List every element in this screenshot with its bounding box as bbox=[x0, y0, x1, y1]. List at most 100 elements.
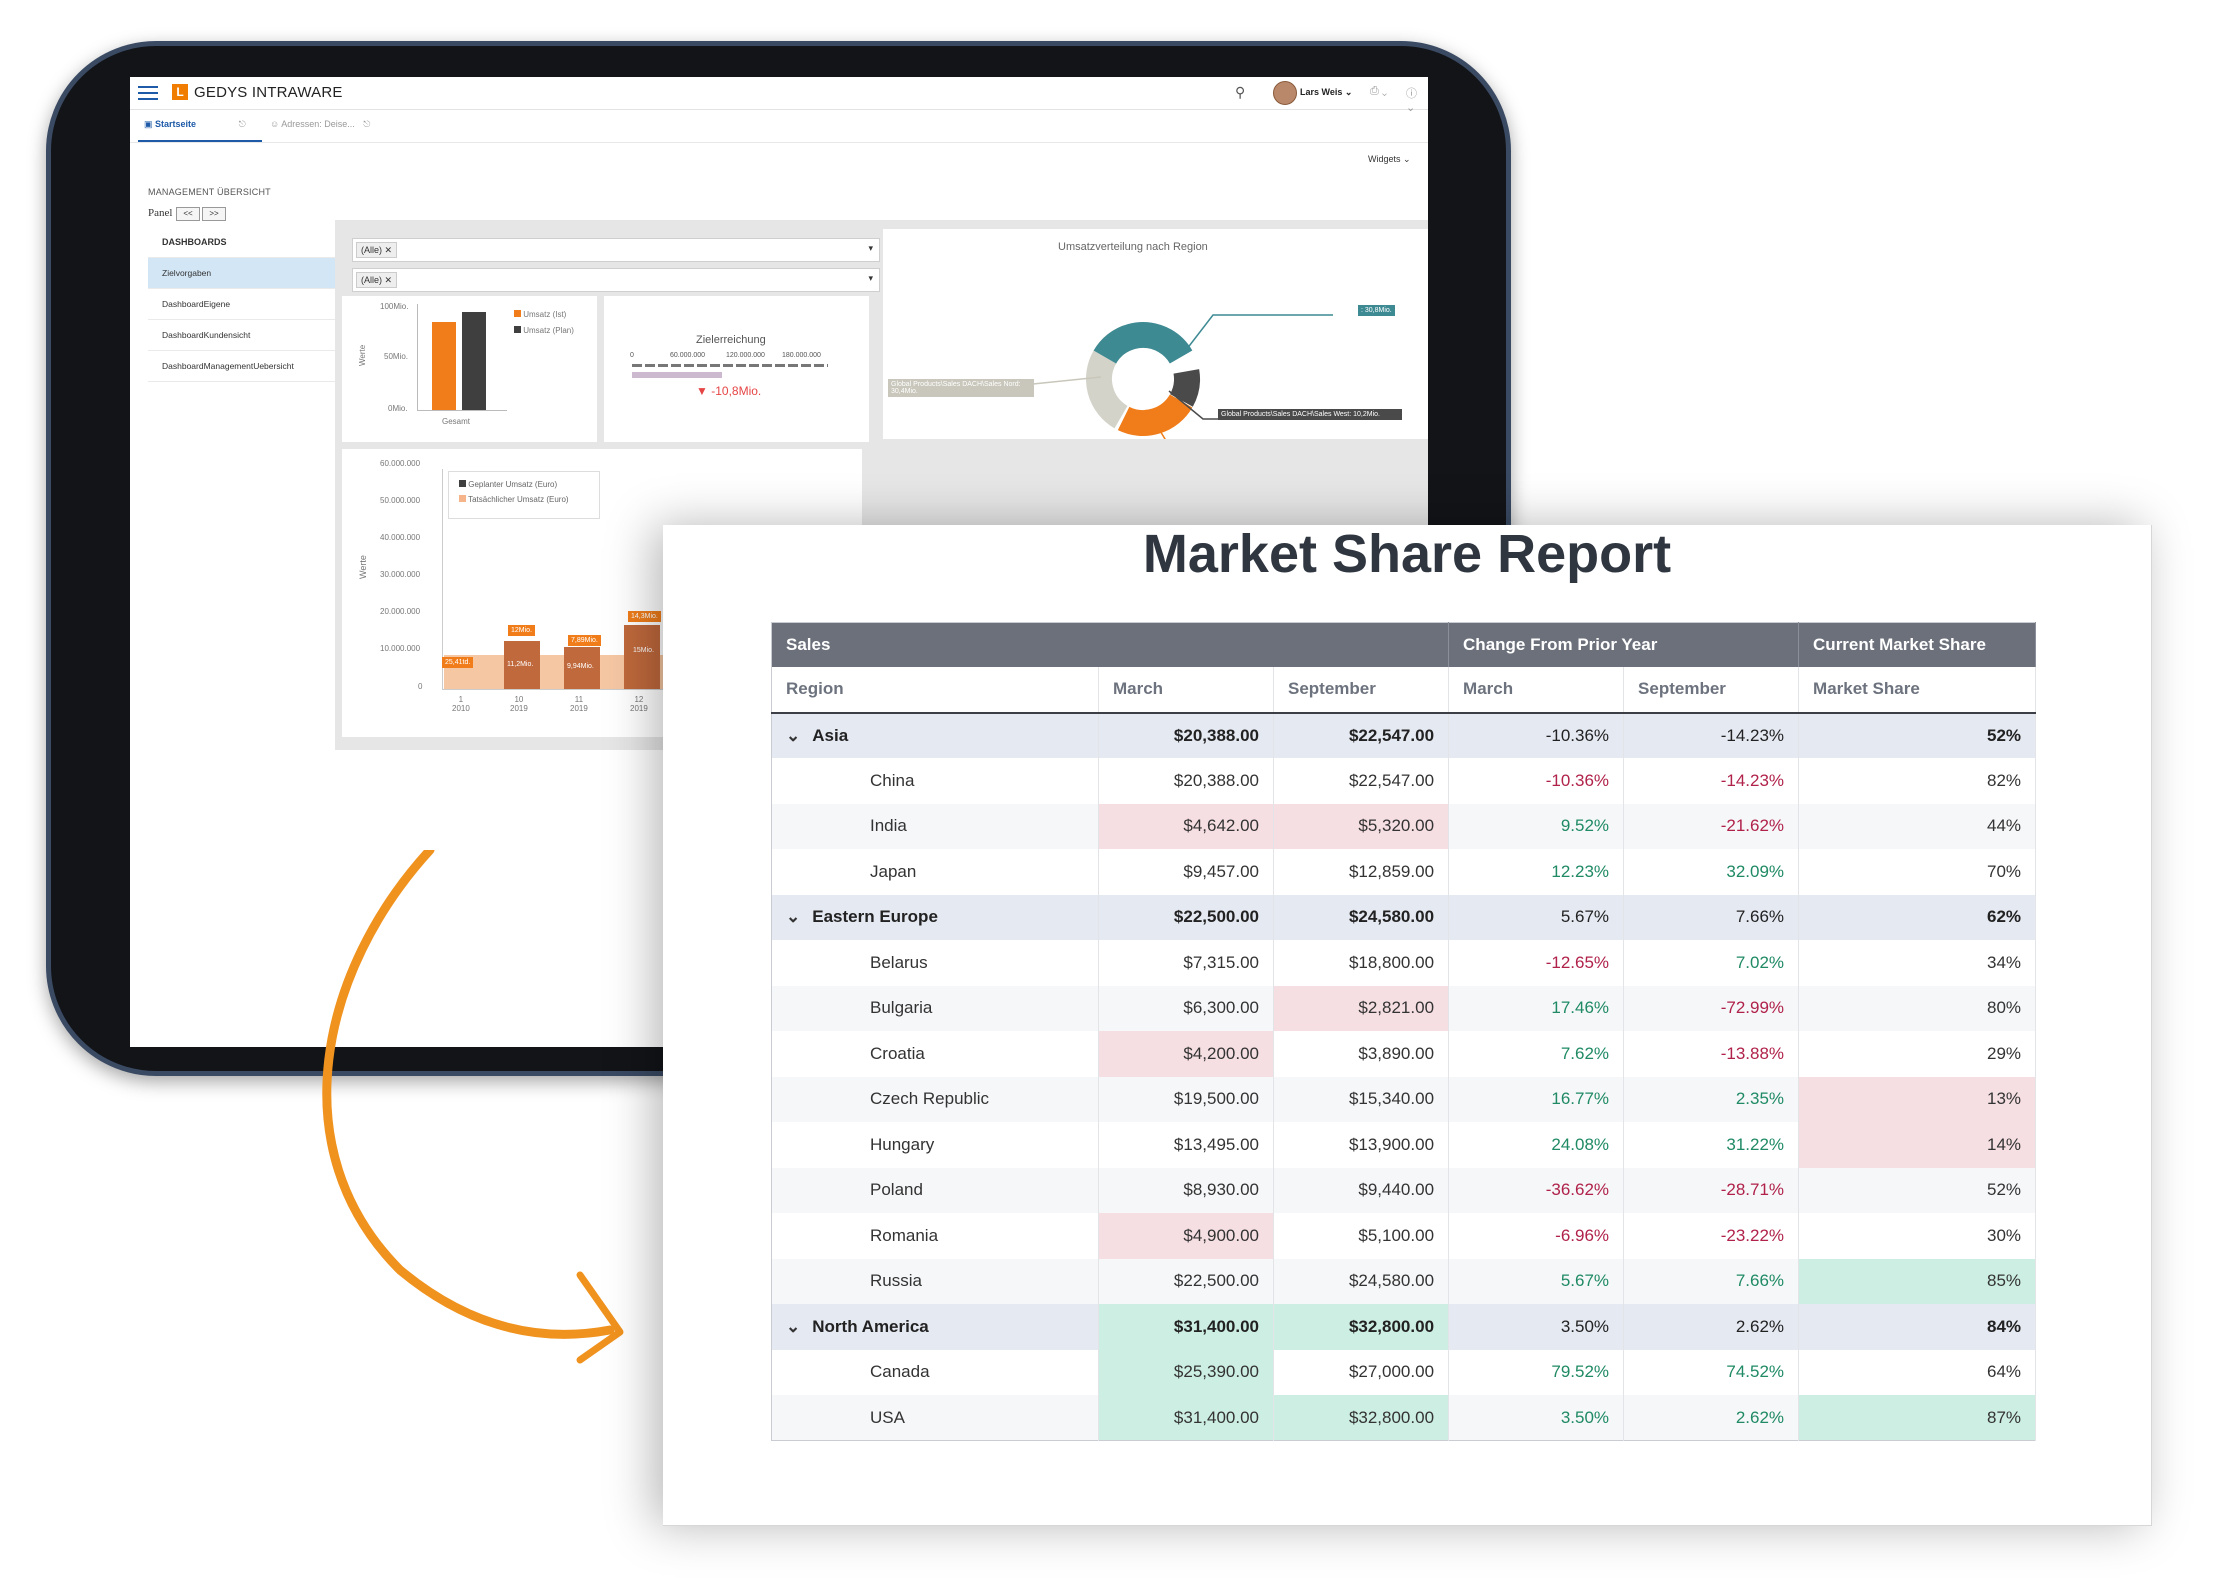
cell-sept: $3,890.00 bbox=[1273, 1031, 1450, 1077]
table-row[interactable]: Czech Republic $19,500.00 $15,340.00 16.77%… bbox=[771, 1076, 2037, 1122]
panel-next-button[interactable]: >> bbox=[202, 207, 226, 221]
legend-item: Umsatz (Plan) bbox=[514, 326, 574, 335]
table-row[interactable]: China $20,388.00 $22,547.00 -10.36% -14.23% 8… bbox=[771, 758, 2037, 804]
search-icon[interactable]: ⚲ bbox=[1235, 84, 1246, 100]
column-header-change-september[interactable]: September bbox=[1623, 666, 1800, 714]
group-row[interactable]: ⌄ Asia $20,388.00 $22,547.00 -10.36% -14.23% 5… bbox=[771, 712, 2037, 758]
filter-select[interactable]: (Alle) ✕ ▾ bbox=[352, 238, 880, 262]
table-row[interactable]: India $4,642.00 $5,320.00 9.52% -21.62% 44% bbox=[771, 803, 2037, 849]
tick-label: 50Mio. bbox=[384, 352, 409, 361]
tick-label: 0Mio. bbox=[388, 404, 408, 413]
cell-share: 13% bbox=[1798, 1076, 2037, 1122]
chevron-down-icon[interactable]: ⌄ bbox=[786, 907, 801, 927]
panel-prev-button[interactable]: << bbox=[176, 207, 200, 221]
cell-change-sept: 2.62% bbox=[1623, 1304, 1800, 1350]
tab-startseite[interactable]: ▣ Startseite ⎋ bbox=[144, 119, 246, 129]
table-row[interactable]: Canada $25,390.00 $27,000.00 79.52% 74.52% 64… bbox=[771, 1349, 2037, 1395]
nav-item-dashboardeigene[interactable]: DashboardEigene bbox=[148, 289, 338, 320]
filter-chip[interactable]: (Alle) ✕ bbox=[356, 242, 398, 258]
region-label: USA bbox=[870, 1407, 905, 1427]
filter-select[interactable]: (Alle) ✕ ▾ bbox=[352, 268, 880, 292]
tick-label: 30.000.000 bbox=[380, 570, 421, 579]
table-row[interactable]: Romania $4,900.00 $5,100.00 -6.96% -23.22% 30… bbox=[771, 1213, 2037, 1259]
region-label: Japan bbox=[870, 861, 917, 881]
filter-chip[interactable]: (Alle) ✕ bbox=[356, 272, 398, 288]
page-title: MANAGEMENT ÜBERSICHT bbox=[148, 187, 271, 197]
bar-chart-card: Werte 100Mio. 50Mio. 0Mio. Gesamt Umsatz… bbox=[342, 296, 597, 442]
table-row[interactable]: Belarus $7,315.00 $18,800.00 -12.65% 7.02% 34… bbox=[771, 940, 2037, 986]
cell-march: $13,495.00 bbox=[1098, 1122, 1274, 1168]
cell-change-sept: 7.66% bbox=[1623, 894, 1800, 940]
column-header-change-march[interactable]: March bbox=[1448, 666, 1625, 714]
column-header-region[interactable]: Region bbox=[771, 666, 1099, 714]
region-label: Eastern Europe bbox=[812, 907, 938, 927]
tab-adressen[interactable]: ☺ Adressen: Deise... ⎋ bbox=[270, 119, 371, 129]
x-tick-label: 11 2019 bbox=[570, 695, 588, 713]
table-row[interactable]: Bulgaria $6,300.00 $2,821.00 17.46% -72.99% 8… bbox=[771, 985, 2037, 1031]
nav-item-managementuebersicht[interactable]: DashboardManagementUebersicht bbox=[148, 351, 338, 382]
tick-label: 0 bbox=[418, 682, 423, 691]
market-share-report: Market Share Report Sales Change From Pr… bbox=[663, 524, 2152, 1526]
pin-icon: ⎋ bbox=[363, 119, 371, 129]
region-label: China bbox=[870, 770, 915, 790]
header-group-sales: Sales bbox=[771, 622, 1450, 667]
cell-share: 82% bbox=[1798, 758, 2037, 804]
cell-share: 14% bbox=[1798, 1122, 2037, 1168]
tick-label: 180.000.000 bbox=[782, 352, 821, 359]
print-icon[interactable]: ⎙ ⌄ bbox=[1370, 85, 1388, 97]
cell-change-march: -6.96% bbox=[1448, 1213, 1625, 1259]
cell-march: $31,400.00 bbox=[1098, 1395, 1274, 1441]
cell-region: ⌄ North America bbox=[771, 1304, 1099, 1350]
widgets-dropdown[interactable]: Widgets ⌄ bbox=[1368, 154, 1411, 164]
panel-label: Panel bbox=[148, 207, 173, 219]
table-row[interactable]: Japan $9,457.00 $12,859.00 12.23% 32.09% 70% bbox=[771, 849, 2037, 895]
table-row[interactable]: Croatia $4,200.00 $3,890.00 7.62% -13.88% 29% bbox=[771, 1031, 2037, 1077]
cell-sept: $24,580.00 bbox=[1273, 1258, 1450, 1304]
menu-icon[interactable] bbox=[138, 86, 158, 104]
cell-change-march: -10.36% bbox=[1448, 712, 1625, 758]
table-row[interactable]: Hungary $13,495.00 $13,900.00 24.08% 31.22% 1… bbox=[771, 1122, 2037, 1168]
data-label: 15Mio. bbox=[630, 645, 658, 656]
column-header-march[interactable]: March bbox=[1098, 666, 1274, 714]
y-axis-label: Werte bbox=[358, 555, 368, 579]
table-row[interactable]: USA $31,400.00 $32,800.00 3.50% 2.62% 87% bbox=[771, 1395, 2037, 1441]
cell-sept: $12,859.00 bbox=[1273, 849, 1450, 895]
region-label: Poland bbox=[870, 1180, 923, 1200]
avatar[interactable] bbox=[1273, 81, 1297, 105]
column-header-september[interactable]: September bbox=[1273, 666, 1450, 714]
cell-change-march: -12.65% bbox=[1448, 940, 1625, 986]
help-icon[interactable]: ⓘ ⌄ bbox=[1406, 88, 1417, 114]
table-row[interactable]: Russia $22,500.00 $24,580.00 5.67% 7.66% 85% bbox=[771, 1258, 2037, 1304]
group-row[interactable]: ⌄ North America $31,400.00 $32,800.00 3.50% 2… bbox=[771, 1304, 2037, 1350]
cell-share: 85% bbox=[1798, 1258, 2037, 1304]
cell-region: Croatia bbox=[771, 1031, 1099, 1077]
column-header-market-share[interactable]: Market Share bbox=[1798, 666, 2037, 714]
cell-region: Bulgaria bbox=[771, 985, 1099, 1031]
data-label: 9,94Mio. bbox=[564, 661, 597, 672]
nav-item-zielvorgaben[interactable]: Zielvorgaben bbox=[148, 258, 338, 289]
table-row[interactable]: Poland $8,930.00 $9,440.00 -36.62% -28.71% 52… bbox=[771, 1167, 2037, 1213]
app-header: L GEDYS INTRAWARE ⚲ Lars Weis ⌄ ⎙ ⌄ ⓘ ⌄ bbox=[130, 77, 1428, 114]
cell-march: $6,300.00 bbox=[1098, 985, 1274, 1031]
region-label: Canada bbox=[870, 1362, 930, 1382]
chevron-down-icon[interactable]: ⌄ bbox=[786, 725, 801, 745]
nav-item-kundensicht[interactable]: DashboardKundensicht bbox=[148, 320, 338, 351]
chevron-down-icon[interactable]: ⌄ bbox=[786, 1316, 801, 1336]
cell-change-sept: -23.22% bbox=[1623, 1213, 1800, 1259]
group-row[interactable]: ⌄ Eastern Europe $22,500.00 $24,580.00 5.67%… bbox=[771, 894, 2037, 940]
gauge-bar bbox=[632, 372, 722, 378]
tick-label: 0 bbox=[630, 352, 634, 359]
cell-region: Romania bbox=[771, 1213, 1099, 1259]
timeline-legend: Geplanter Umsatz (Euro) Tatsächlicher Um… bbox=[448, 471, 600, 519]
donut-card: Umsatzverteilung nach Region : 30,8Mio. … bbox=[883, 229, 1428, 439]
region-label: Hungary bbox=[870, 1134, 935, 1154]
cell-change-march: 9.52% bbox=[1448, 803, 1625, 849]
donut-label-ost: : 30,8Mio. bbox=[1358, 305, 1395, 316]
tab-bar: ▣ Startseite ⎋ ☺ Adressen: Deise... ⎋ bbox=[130, 110, 1428, 143]
cell-change-march: 79.52% bbox=[1448, 1349, 1625, 1395]
region-label: Bulgaria bbox=[870, 998, 933, 1018]
cell-sept: $2,821.00 bbox=[1273, 985, 1450, 1031]
bar-umsatz-ist bbox=[432, 322, 456, 410]
cell-share: 64% bbox=[1798, 1349, 2037, 1395]
user-name[interactable]: Lars Weis ⌄ bbox=[1300, 87, 1353, 97]
